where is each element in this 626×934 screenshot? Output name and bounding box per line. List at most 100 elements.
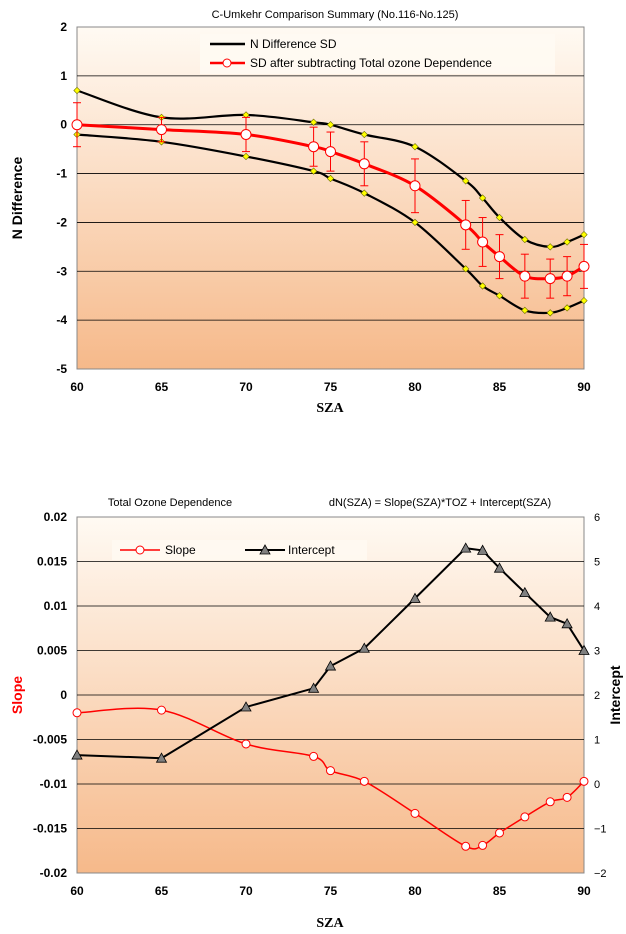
chart2-y-tick-label: 0 [60, 688, 67, 702]
chart2-y-right-tick-label: −1 [594, 824, 607, 836]
chart1-y-axis-label: N Difference [9, 157, 25, 240]
chart1-x-ticks: 60 65 70 75 80 85 90 [70, 380, 591, 394]
chart2-x-tick-label: 85 [493, 884, 507, 898]
sd-band-lower-point [326, 174, 335, 183]
intercept-point [324, 660, 337, 671]
sd-band-lower-point [360, 189, 368, 197]
slope-point [461, 841, 471, 851]
chart1-y-tick-label: -2 [56, 215, 67, 229]
chart2-y-ticks-right: 6 5 4 3 2 1 0 −1 −2 [594, 512, 607, 880]
intercept-point [493, 562, 506, 573]
intercept-point [307, 682, 320, 693]
corrected-point [561, 270, 573, 282]
chart2-x-tick-label: 75 [324, 884, 338, 898]
chart2-y-right-tick-label: 1 [594, 735, 600, 747]
sd-band-upper-point [580, 231, 588, 239]
intercept-point [578, 644, 590, 655]
chart1-plot-area [76, 26, 585, 370]
chart2-y-tick-label: -0.005 [33, 733, 67, 747]
sd-band-upper-point [462, 177, 470, 185]
chart1-x-axis-label: SZA [316, 401, 344, 416]
chart2-y-ticks-left: 0.02 0.015 0.01 0.005 0 -0.005 -0.01 -0.015 -0.0… [33, 510, 67, 880]
sd-band-upper-point [411, 143, 419, 151]
sd-band-lower-point [242, 152, 250, 161]
corrected-point [71, 119, 83, 131]
chart2-y-axis-label-left: Slope [9, 676, 25, 714]
chart1-x-tick-label: 90 [577, 380, 591, 394]
chart2-y-tick-label: 0.015 [37, 555, 67, 569]
slope-point [326, 766, 335, 776]
legend-slope: Slope [165, 543, 196, 557]
sd-band-lower-point [478, 282, 487, 290]
chart-n-difference: C-Umkehr Comparison Summary (No.116-No.1… [9, 9, 591, 416]
chart1-legend: N Difference SD SD after subtracting Tot… [200, 34, 555, 74]
chart2-y-right-tick-label: 6 [594, 512, 600, 524]
slope-point [478, 840, 488, 850]
intercept-line [76, 547, 585, 760]
slope-point [579, 776, 589, 786]
chart2-y-tick-label: -0.015 [33, 822, 67, 836]
sd-band-upper-point [326, 121, 335, 129]
sd-band-upper-point [563, 238, 571, 246]
sd-band-upper-point [360, 130, 368, 139]
chart1-sd-band [73, 86, 588, 317]
chart1-y-tick-label: -4 [56, 313, 67, 327]
intercept-point [240, 701, 252, 712]
sd-band-upper-line [76, 89, 585, 249]
chart2-x-tick-label: 90 [577, 884, 591, 898]
chart2-y-tick-label: -0.02 [40, 866, 68, 880]
chart1-title: C-Umkehr Comparison Summary (No.116-No.1… [212, 9, 459, 21]
chart2-y-tick-label: 0.005 [37, 644, 67, 658]
slope-point [410, 808, 420, 818]
chart2-x-tick-label: 70 [239, 884, 253, 898]
intercept-point [71, 749, 83, 760]
slope-point [72, 708, 82, 718]
chart2-y-right-tick-label: 3 [594, 646, 600, 658]
sd-band-lower-point [521, 306, 529, 314]
sd-band-upper-point [495, 213, 504, 222]
chart2-x-ticks: 60 65 70 75 80 85 90 [70, 884, 591, 898]
sd-band-lower-point [563, 304, 571, 312]
sd-band-upper-point [309, 118, 318, 126]
chart2-y-axis-label-right: Intercept [607, 665, 623, 724]
sd-band-lower-point [495, 292, 504, 300]
chart1-y-tick-label: -1 [56, 167, 67, 181]
chart2-y-right-tick-label: 4 [594, 601, 600, 613]
corrected-point [156, 124, 167, 136]
legend-n-difference-sd: N Difference SD [250, 37, 337, 51]
intercept-point [155, 752, 168, 763]
chart2-slope-series [72, 705, 589, 851]
corrected-point [477, 236, 489, 248]
corrected-point [325, 146, 336, 158]
chart2-y-tick-label: 0.02 [44, 510, 68, 524]
sd-band-lower-point [309, 167, 318, 175]
chart2-equation: dN(SZA) = Slope(SZA)*TOZ + Intercept(SZA… [329, 497, 551, 509]
intercept-point [519, 586, 531, 598]
chart1-x-tick-label: 60 [70, 380, 84, 394]
chart2-x-axis-label: SZA [316, 916, 344, 931]
sd-band-lower-point [580, 296, 588, 305]
chart1-x-tick-label: 65 [155, 380, 169, 394]
slope-point [359, 776, 369, 786]
legend-intercept: Intercept [288, 543, 335, 557]
chart1-y-tick-label: 2 [60, 20, 67, 34]
chart1-y-tick-label: 0 [60, 118, 67, 132]
chart2-y-right-tick-label: −2 [594, 868, 607, 880]
chart2-y-right-tick-label: 0 [594, 779, 600, 791]
slope-point [562, 792, 572, 802]
corrected-point [308, 141, 320, 153]
sd-band-upper-point [73, 86, 81, 95]
chart-total-ozone-dependence: Total Ozone Dependence dN(SZA) = Slope(S… [9, 497, 623, 931]
chart1-x-tick-label: 70 [239, 380, 253, 394]
chart2-x-tick-label: 80 [408, 884, 422, 898]
corrected-point [578, 260, 590, 272]
intercept-point [460, 542, 472, 553]
intercept-point [544, 611, 556, 622]
slope-point [545, 797, 555, 807]
chart2-title: Total Ozone Dependence [108, 497, 232, 509]
sd-band-upper-point [478, 194, 487, 202]
intercept-point [561, 617, 573, 629]
sd-band-upper-point [521, 235, 529, 244]
corrected-point [358, 158, 370, 170]
chart2-y-tick-label: 0.01 [44, 599, 68, 613]
